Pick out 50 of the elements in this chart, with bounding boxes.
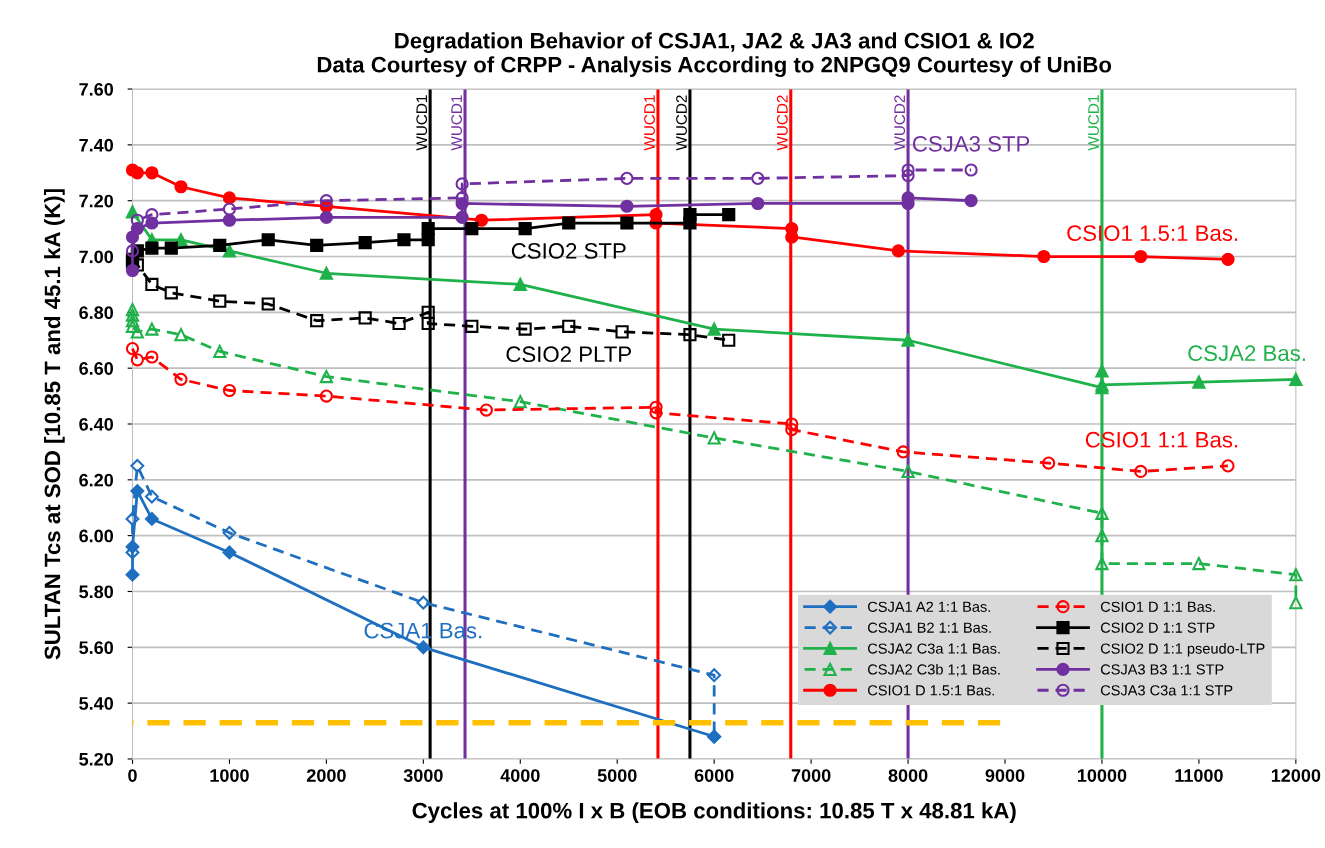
y-tick-label: 6.20 [79,473,114,487]
legend-label: CSJA3 B3 1:1 STP [1100,664,1224,675]
y-tick-label: 5.40 [79,697,114,710]
ref-line-label: WUCD1 [416,95,428,151]
x-tick-label: 12000 [1271,769,1321,782]
x-tick-label: 6000 [694,769,734,782]
x-tick-label: 9000 [985,769,1025,782]
ref-line-label: WUCD2 [776,95,788,151]
ref-line-label: WUCD1 [1088,95,1099,151]
x-tick-label: 5000 [597,769,637,782]
y-tick-label: 5.60 [79,641,114,655]
legend-label: CSJA2 C3a 1:1 Bas. [868,643,1000,654]
x-tick-label: 0 [128,769,137,782]
legend-label: CSJA1 B2 1:1 Bas. [868,622,991,633]
y-tick-label: 7.40 [79,138,114,152]
y-tick-label: 7.60 [79,82,114,96]
y-tick-label: 6.60 [79,362,114,375]
y-tick-label: 6.40 [79,417,114,431]
legend-label: CSIO1 D 1:1 Bas. [1100,601,1215,612]
x-tick-label: 10000 [1077,769,1127,782]
x-tick-label: 1000 [210,769,249,782]
legend-label: CSIO2 D 1:1 STP [1100,622,1215,633]
y-tick-label: 7.20 [79,194,114,208]
y-tick-label: 7.00 [79,250,114,264]
legend-label: CSJA1 A2 1:1 Bas. [868,601,990,612]
x-tick-label: 8000 [888,769,928,782]
annotation: CSIO2 PLTP [506,346,631,363]
y-tick-label: 6.00 [79,529,114,543]
x-tick-label: 11000 [1175,769,1223,782]
annotation: CSJA3 STP [912,135,1030,152]
annotation: CSIO2 STP [511,243,626,259]
legend-label: CSJA2 C3b 1;1 Bas. [868,663,1000,677]
chart-title: Degradation Behavior of CSJA1, JA2 & JA3 and CSIO1 & IO2 Data Courtesy of CRPP - Analysis According to 2NPGQ9 Courtesy of UniBo [317,32,1112,78]
y-tick-label: 5.20 [79,752,114,766]
ref-line-label: WUCD2 [894,95,906,151]
legend-label: CSJA3 C3a 1:1 STP [1100,685,1233,696]
y-tick-label: 5.80 [79,585,114,599]
ref-line-label: WUCD1 [644,95,655,151]
x-tick-label: 7000 [791,769,831,782]
x-tick-label: 2000 [306,769,346,782]
legend-label: CSIO1 D 1.5:1 Bas. [868,685,995,696]
x-tick-label: 4000 [500,769,540,782]
ref-line-label: WUCD2 [676,95,687,151]
y-axis-title: SULTAN Tcs at SOD [10.85 T and 45.1 kA (K)] [44,189,65,660]
y-tick-label: 6.80 [79,306,114,320]
legend-label: CSIO2 D 1:1 pseudo-LTP [1100,643,1265,657]
annotation: CSJA2 Bas. [1188,345,1305,362]
x-axis-title: Cycles at 100% I x B (EOB conditions: 10.85 T x 48.81 kA) [412,802,1016,823]
x-tick-label: 3000 [403,769,443,782]
ref-line-label: WUCD1 [451,95,462,151]
